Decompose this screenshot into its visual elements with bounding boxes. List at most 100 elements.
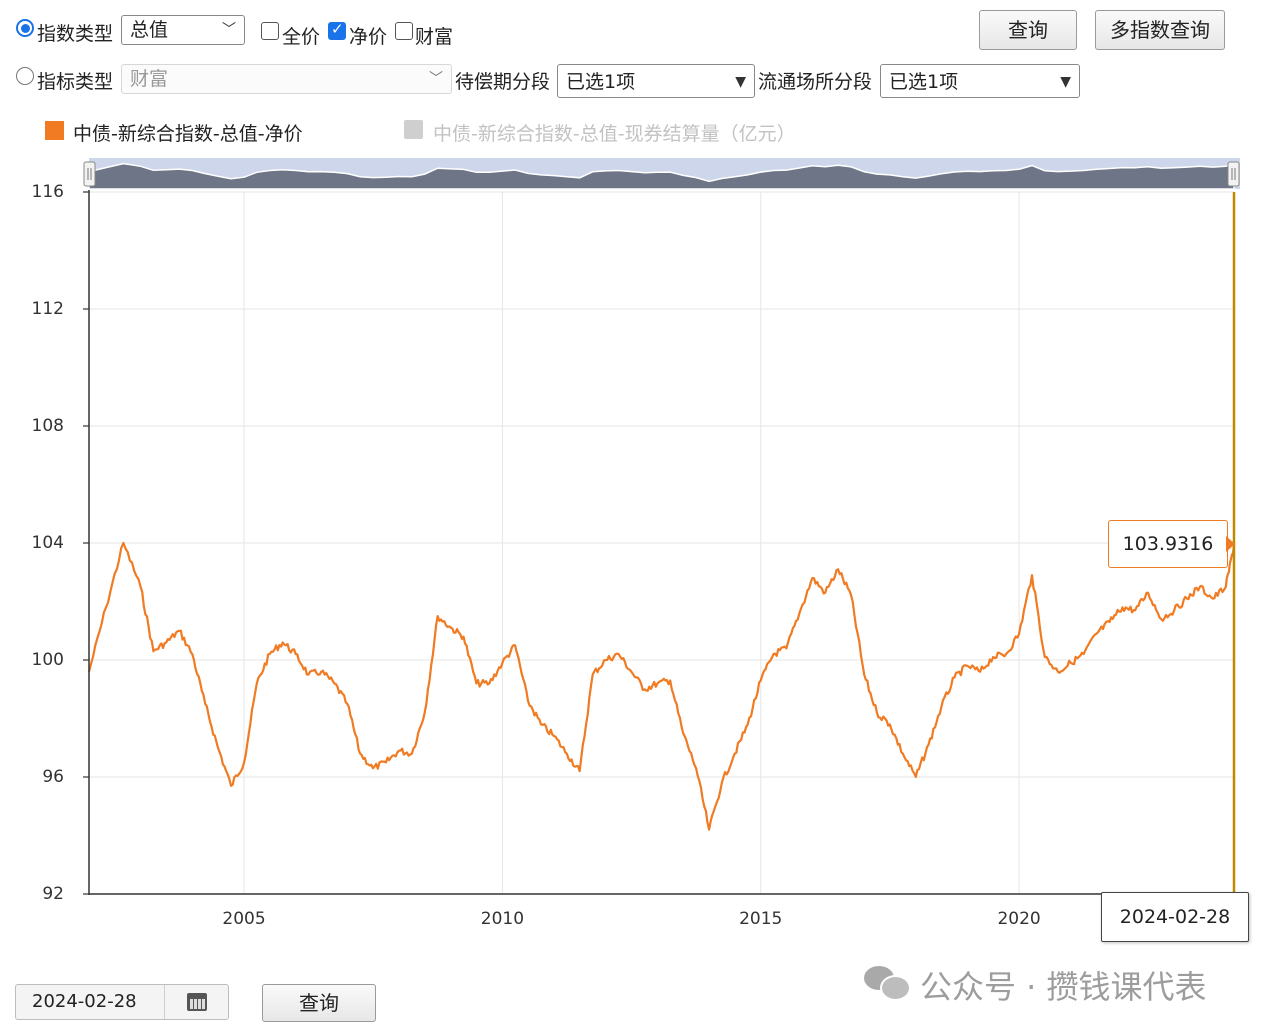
- x-tick-label: 2015: [739, 909, 782, 929]
- y-tick-label: 112: [32, 299, 64, 319]
- data-point: [449, 627, 452, 629]
- data-point: [1121, 606, 1124, 609]
- data-point: [979, 670, 981, 673]
- venue-label: 流通场所分段: [758, 71, 873, 93]
- index-type-radio[interactable]: [16, 19, 34, 37]
- data-point: [604, 659, 607, 661]
- wealth-label: 财富: [415, 26, 454, 48]
- data-point: [1031, 574, 1033, 576]
- data-point: [1198, 586, 1201, 588]
- navigator-handle-right[interactable]: [1227, 161, 1240, 187]
- wealth-checkbox[interactable]: [395, 22, 413, 40]
- data-point: [255, 682, 258, 685]
- footer-query-button[interactable]: 查询: [262, 984, 376, 1022]
- data-point: [540, 723, 542, 726]
- data-point: [901, 752, 904, 755]
- data-point: [643, 688, 646, 691]
- data-point: [423, 711, 426, 714]
- data-point: [359, 752, 361, 755]
- data-point: [105, 606, 107, 609]
- data-point: [591, 673, 594, 676]
- maturity-select[interactable]: 已选1项 ▼: [557, 64, 755, 98]
- maturity-value: 已选1项: [566, 71, 636, 93]
- indicator-type-label: 指标类型: [37, 71, 114, 93]
- data-point: [217, 746, 219, 749]
- date-tooltip: 2024-02-28: [1101, 892, 1249, 942]
- x-axis-labels: 2005 2010 2015 2020: [222, 909, 1040, 929]
- query-button[interactable]: 查询: [979, 10, 1077, 50]
- data-point: [656, 682, 659, 685]
- dropdown-arrow-icon: ▼: [1060, 74, 1071, 90]
- legend-label-settlement[interactable]: 中债-新综合指数-总值-现券结算量（亿元）: [433, 123, 796, 145]
- data-point: [682, 732, 684, 734]
- watermark-text: 公众号 · 攒钱课代表: [920, 968, 1207, 1006]
- full-price-checkbox[interactable]: [261, 22, 279, 40]
- data-point: [966, 665, 969, 667]
- y-tick-label: 104: [32, 533, 64, 553]
- data-point: [1224, 586, 1227, 588]
- data-point: [1173, 609, 1175, 612]
- multi-index-query-button[interactable]: 多指数查询: [1095, 10, 1225, 50]
- y-tick-label: 108: [32, 416, 64, 436]
- net-price-checkbox[interactable]: [328, 20, 346, 40]
- data-point: [837, 568, 839, 571]
- data-point: [888, 723, 891, 726]
- data-point: [152, 650, 155, 653]
- data-point: [617, 653, 620, 655]
- data-point: [122, 542, 125, 544]
- data-point: [630, 670, 633, 673]
- data-point: [785, 647, 788, 650]
- data-point: [1186, 597, 1188, 600]
- data-point: [1005, 653, 1007, 655]
- legend-label-net-price[interactable]: 中债-新综合指数-总值-净价: [73, 123, 303, 145]
- indicator-type-value: 财富: [130, 68, 169, 90]
- date-picker[interactable]: 2024-02-28: [15, 984, 229, 1020]
- data-point: [191, 653, 194, 655]
- data-point: [565, 752, 568, 755]
- data-point: [475, 682, 478, 685]
- data-point: [940, 706, 943, 708]
- data-point: [1095, 632, 1098, 635]
- indicator-type-radio[interactable]: [16, 67, 34, 85]
- y-tick-label: 96: [42, 767, 64, 787]
- data-point: [811, 577, 814, 579]
- data-point: [1044, 656, 1046, 658]
- chevron-down-icon: ﹀: [222, 22, 236, 38]
- data-point: [514, 644, 516, 647]
- wechat-icon: [864, 964, 911, 1001]
- dropdown-arrow-icon: ▼: [735, 74, 746, 90]
- data-point: [1160, 618, 1162, 620]
- data-point: [1018, 632, 1020, 635]
- data-point: [953, 676, 956, 679]
- data-point: [824, 591, 827, 594]
- legend-swatch-settlement[interactable]: [404, 120, 423, 139]
- data-point: [992, 656, 994, 658]
- data-point: [915, 776, 917, 778]
- data-point: [746, 723, 749, 726]
- data-point: [733, 752, 736, 755]
- venue-select[interactable]: 已选1项 ▼: [880, 64, 1080, 98]
- line-chart: 92 96 100 104 108 112 116 2005 2010 2015 2020: [32, 158, 1240, 929]
- range-navigator[interactable]: [83, 158, 1240, 190]
- data-point: [527, 700, 529, 702]
- navigator-handle-left[interactable]: [83, 161, 96, 187]
- data-point: [488, 682, 491, 685]
- value-tooltip: 103.9316: [1108, 520, 1228, 568]
- indicator-type-select[interactable]: 财富 ﹀: [121, 64, 452, 94]
- tooltip-pointer: [1226, 536, 1235, 552]
- calendar-button[interactable]: [164, 985, 229, 1019]
- data-point: [850, 594, 852, 597]
- data-point: [204, 703, 206, 705]
- data-point: [165, 641, 168, 644]
- date-input[interactable]: 2024-02-28: [32, 991, 137, 1012]
- data-point: [230, 784, 232, 787]
- index-type-select[interactable]: 总值 ﹀: [121, 15, 245, 45]
- data-point: [721, 782, 723, 784]
- data-point: [178, 629, 181, 632]
- legend-swatch-net-price[interactable]: [45, 121, 64, 140]
- x-tick-label: 2020: [997, 909, 1040, 929]
- data-point: [462, 635, 465, 638]
- data-point: [1211, 597, 1214, 600]
- data-point: [553, 735, 555, 737]
- index-type-label: 指数类型: [37, 23, 114, 45]
